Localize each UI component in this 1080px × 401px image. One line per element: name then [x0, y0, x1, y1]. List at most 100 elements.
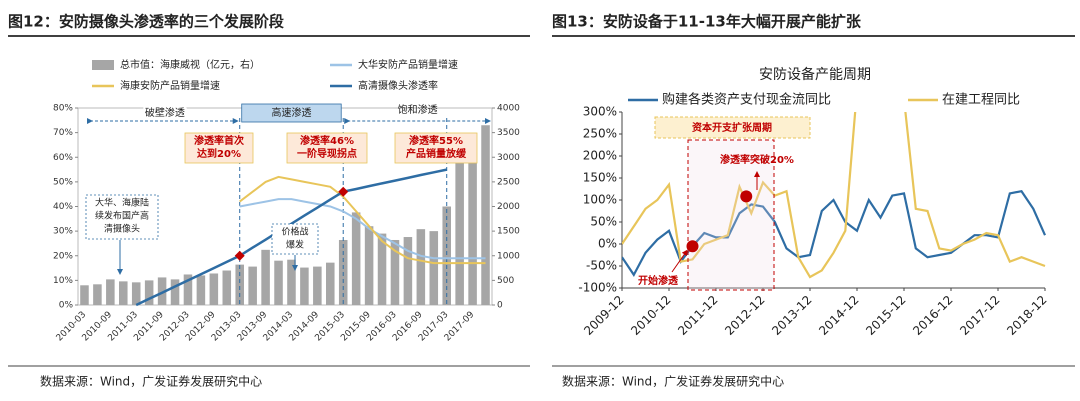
x-tick-label: 2010-12	[628, 293, 673, 338]
annotation: 爆发	[286, 239, 304, 251]
legend-label: 总市值：海康威视（亿元，右）	[120, 58, 260, 71]
bar	[442, 206, 451, 305]
bar	[455, 162, 464, 305]
bar	[300, 267, 309, 305]
y-tick-label: 30%	[53, 227, 73, 237]
y-tick-label: 250%	[583, 127, 617, 141]
bar	[351, 212, 361, 305]
bar	[364, 226, 374, 305]
y2-tick-label: 0	[497, 301, 503, 311]
annotation: 大华、海康陆	[95, 197, 149, 209]
annotation-box	[394, 132, 478, 164]
legend-label: 购建各类资产支付现金流同比	[662, 92, 831, 108]
annotation-box	[286, 132, 368, 164]
bar	[416, 229, 426, 305]
y2-tick-label: 1000	[497, 251, 520, 261]
chart-title: 安防设备产能周期	[759, 66, 871, 83]
x-tick-label: 2011-12	[675, 293, 720, 338]
bar	[170, 279, 180, 305]
y-tick-label: 50%	[590, 215, 617, 229]
x-tick-label: 2013-12	[769, 293, 814, 338]
bar	[481, 125, 490, 305]
bar	[157, 277, 167, 305]
x-tick-label: 2017-12	[957, 293, 1002, 338]
stage-box	[241, 103, 342, 123]
bar	[390, 239, 400, 305]
annotation-arrow	[671, 249, 688, 273]
series-line	[239, 175, 486, 265]
legend-label: 高清摄像头渗透率	[358, 79, 438, 92]
annotation: 价格战	[281, 226, 308, 238]
y-tick-label: 50%	[53, 177, 73, 187]
y-tick-label: 70%	[53, 128, 73, 138]
x-tick-label: 2018-12	[1004, 293, 1049, 338]
marker-diamond	[338, 186, 349, 197]
bar	[313, 266, 322, 305]
y2-tick-label: 4000	[497, 104, 520, 114]
bar	[93, 284, 102, 305]
x-tick-label: 2014-12	[816, 293, 861, 338]
annotation-box	[85, 194, 159, 240]
x-tick-label: 2016-12	[910, 293, 955, 338]
bar	[403, 237, 413, 305]
y-tick-label: 200%	[583, 149, 617, 163]
series-line	[622, 112, 1046, 279]
bar	[80, 285, 89, 305]
y-tick-label: 100%	[583, 193, 617, 207]
bar	[248, 266, 257, 305]
y-tick-label: 0%	[59, 301, 74, 311]
marker-diamond	[234, 250, 245, 261]
y-tick-label: 40%	[53, 202, 73, 212]
y-tick-label: 80%	[53, 104, 73, 114]
annotation: 产品销量放缓	[406, 147, 467, 160]
y-tick-label: 150%	[583, 171, 617, 185]
y2-tick-label: 1500	[497, 227, 520, 237]
series-line	[622, 189, 1046, 277]
figure-title: 图13：安防设备于11-13年大幅开展产能扩张	[552, 13, 862, 31]
y2-tick-label: 3500	[497, 128, 520, 138]
bar	[468, 152, 477, 305]
bar	[183, 274, 193, 305]
marker-dot	[740, 190, 753, 203]
y-tick-label: 0%	[598, 237, 617, 251]
y-tick-label: 300%	[583, 105, 617, 119]
x-tick-label: 2012-12	[722, 293, 767, 338]
legend-label: 海康安防产品销量增速	[120, 79, 220, 92]
annotation: 达到20%	[197, 147, 241, 160]
annotation: 资本开支扩张周期	[692, 121, 772, 134]
bar	[377, 233, 387, 305]
annotation-box	[184, 132, 254, 164]
series-line	[135, 168, 447, 307]
stage-label: 高速渗透	[271, 106, 311, 119]
bar	[222, 270, 232, 305]
annotation: 开始渗透	[638, 274, 679, 287]
figure-title: 图12：安防摄像头渗透率的三个发展阶段	[8, 13, 284, 31]
legend-swatch	[92, 60, 114, 70]
y-tick-label: -50%	[586, 259, 617, 273]
bar	[429, 231, 439, 305]
y-tick-label: 10%	[53, 276, 73, 286]
annotation: 清摄像头	[104, 223, 140, 235]
y2-tick-label: 500	[497, 276, 514, 286]
source: 数据来源：Wind，广发证券发展研究中心	[40, 374, 262, 389]
bar	[209, 273, 219, 305]
stage-label: 饱和渗透	[398, 103, 438, 116]
stage-label: 破壁渗透	[145, 106, 185, 119]
annotation: 一阶导现拐点	[297, 147, 357, 160]
y-tick-label: 20%	[53, 251, 73, 261]
annotation: 渗透率首次	[194, 134, 244, 147]
y-tick-label: 60%	[53, 153, 73, 163]
y2-tick-label: 2000	[497, 202, 520, 212]
x-tick-label: 2009-12	[581, 293, 626, 338]
y2-tick-label: 3000	[497, 153, 520, 163]
annotation-box	[271, 223, 319, 255]
marker-dot	[686, 240, 699, 253]
bar	[261, 249, 270, 305]
source: 数据来源：Wind，广发证券发展研究中心	[562, 374, 784, 389]
annotation-box	[654, 116, 811, 139]
annotation: 渗透率55%	[409, 134, 463, 147]
annotation: 渗透率突破20%	[720, 153, 794, 166]
bar	[119, 281, 128, 305]
bar	[196, 275, 206, 305]
